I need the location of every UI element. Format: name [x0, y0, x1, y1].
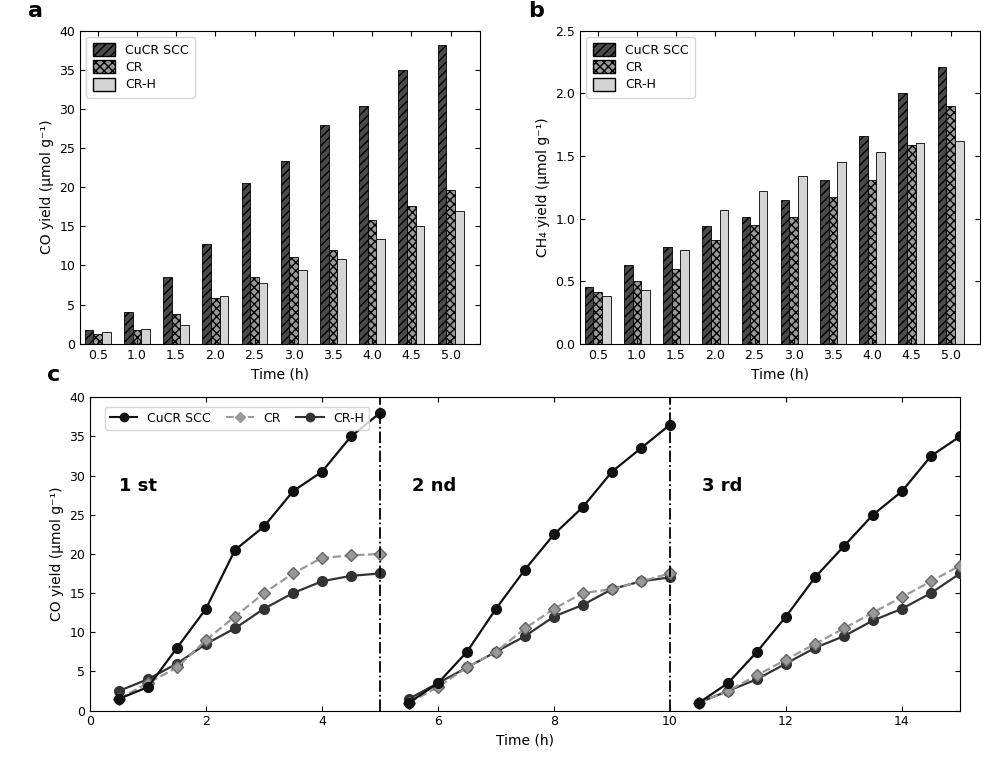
Bar: [955, 141, 964, 344]
Bar: [585, 287, 593, 344]
Bar: [133, 330, 141, 344]
Bar: [859, 136, 868, 344]
Bar: [938, 67, 946, 344]
Bar: [250, 277, 259, 344]
Bar: [93, 335, 102, 344]
Bar: [759, 191, 767, 344]
X-axis label: Time (h): Time (h): [751, 367, 809, 381]
Bar: [320, 125, 329, 344]
Bar: [359, 105, 368, 344]
Bar: [202, 244, 211, 344]
Bar: [702, 226, 711, 344]
Bar: [672, 269, 680, 344]
Legend: CuCR SCC, CR, CR-H: CuCR SCC, CR, CR-H: [105, 406, 369, 429]
Bar: [593, 293, 602, 344]
Bar: [798, 176, 807, 344]
Bar: [220, 296, 228, 344]
Y-axis label: CO yield (μmol g⁻¹): CO yield (μmol g⁻¹): [50, 487, 64, 621]
Bar: [602, 296, 611, 344]
Bar: [624, 265, 633, 344]
Bar: [820, 180, 829, 344]
Bar: [376, 239, 385, 344]
Bar: [180, 325, 189, 344]
Bar: [172, 314, 180, 344]
Bar: [916, 144, 924, 344]
Bar: [289, 257, 298, 344]
Bar: [416, 225, 424, 344]
X-axis label: Time (h): Time (h): [496, 734, 554, 748]
Text: a: a: [28, 2, 43, 21]
Text: 3 rd: 3 rd: [702, 478, 742, 495]
Bar: [711, 240, 720, 344]
Bar: [368, 220, 376, 344]
Bar: [837, 162, 846, 344]
Bar: [876, 152, 885, 344]
Bar: [750, 225, 759, 344]
Bar: [407, 206, 416, 344]
Bar: [163, 277, 172, 344]
Bar: [337, 259, 346, 344]
Y-axis label: CH₄ yield (μmol g⁻¹): CH₄ yield (μmol g⁻¹): [536, 118, 550, 257]
Bar: [446, 189, 455, 344]
Bar: [829, 197, 837, 344]
Bar: [85, 330, 93, 344]
Bar: [455, 211, 464, 344]
Bar: [907, 144, 916, 344]
Bar: [633, 281, 641, 344]
Bar: [946, 105, 955, 344]
Bar: [720, 210, 728, 344]
Bar: [298, 270, 307, 344]
Bar: [211, 298, 220, 344]
Bar: [438, 44, 446, 344]
Y-axis label: CO yield (μmol g⁻¹): CO yield (μmol g⁻¹): [40, 120, 54, 254]
Text: 1 st: 1 st: [119, 478, 157, 495]
Bar: [663, 248, 672, 344]
Bar: [398, 70, 407, 344]
Bar: [329, 250, 337, 344]
Bar: [102, 332, 111, 344]
Bar: [124, 312, 133, 344]
Bar: [281, 161, 289, 344]
Bar: [789, 217, 798, 344]
Text: b: b: [528, 2, 544, 21]
Bar: [242, 183, 250, 344]
Bar: [680, 250, 689, 344]
Bar: [259, 283, 267, 344]
Bar: [898, 93, 907, 344]
Bar: [641, 290, 650, 344]
Text: 2 nd: 2 nd: [412, 478, 456, 495]
X-axis label: Time (h): Time (h): [251, 367, 309, 381]
Bar: [868, 180, 876, 344]
Legend: CuCR SCC, CR, CR-H: CuCR SCC, CR, CR-H: [86, 37, 195, 98]
Legend: CuCR SCC, CR, CR-H: CuCR SCC, CR, CR-H: [586, 37, 695, 98]
Bar: [141, 329, 150, 344]
Bar: [781, 199, 789, 344]
Bar: [742, 217, 750, 344]
Text: c: c: [46, 364, 60, 385]
